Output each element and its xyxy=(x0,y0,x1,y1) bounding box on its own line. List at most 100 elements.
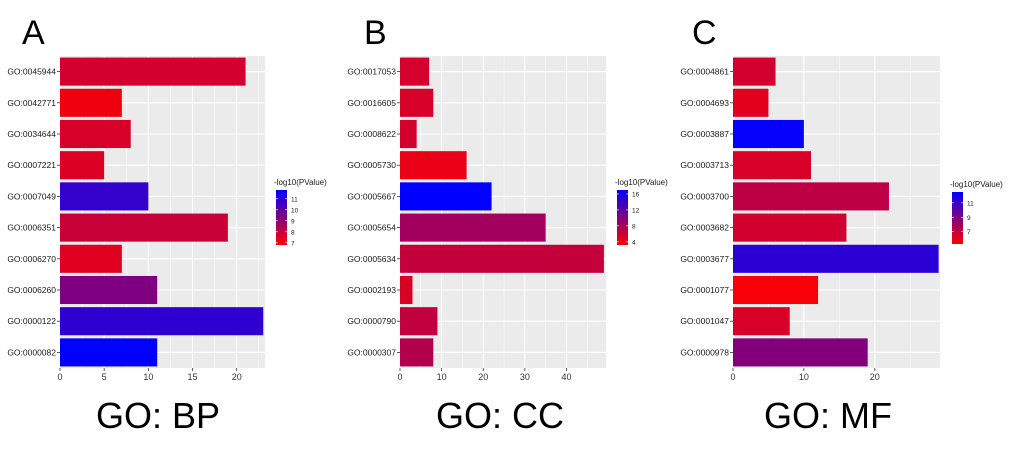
mf-legend-tick-label: 7 xyxy=(967,229,971,236)
cc-bar-go-0017053 xyxy=(400,57,430,86)
bp-bar-go-0000122 xyxy=(60,307,264,336)
bp-category-label: GO:0007221 xyxy=(7,160,56,170)
mf-x-tick-label: 0 xyxy=(730,372,735,382)
mf-category-label: GO:0003700 xyxy=(680,191,729,201)
bp-legend-title: -log10(PValue) xyxy=(274,178,327,187)
cc-x-tick-label: 40 xyxy=(561,372,571,382)
cc-category-label: GO:0008622 xyxy=(347,129,396,139)
bp-category-label: GO:0000082 xyxy=(7,347,56,357)
bp-bar-go-0034644 xyxy=(60,119,131,149)
bp-category-label: GO:0006260 xyxy=(7,285,56,295)
mf-x-tick-label: 20 xyxy=(870,372,880,382)
cc-x-tick-label: 0 xyxy=(397,372,402,382)
bp-caption: GO: BP xyxy=(96,395,220,436)
bp-category-label: GO:0045944 xyxy=(7,67,56,77)
mf-category-label: GO:0001077 xyxy=(680,285,729,295)
cc-bar-go-0005634 xyxy=(400,244,604,273)
cc-legend-tick-label: 12 xyxy=(632,207,640,214)
cc-bar-go-0016605 xyxy=(400,88,434,117)
bp-legend-colorbar xyxy=(276,190,287,245)
bp-category-label: GO:0006351 xyxy=(7,223,56,233)
mf-bar-go-0000978 xyxy=(733,338,868,367)
bp-bar-go-0006260 xyxy=(60,275,158,305)
bp-bar-go-0000082 xyxy=(60,338,158,367)
bp-category-label: GO:0000122 xyxy=(7,316,56,326)
cc-plot: GO:0017053 GO:0016605 GO:0008622 GO:0005730… xyxy=(347,56,668,382)
cc-category-label: GO:0000790 xyxy=(347,316,396,326)
mf-legend-tick-label: 9 xyxy=(967,215,971,222)
cc-x-tick-label: 10 xyxy=(437,372,447,382)
bp-bar-go-0042771 xyxy=(60,88,122,117)
panel-mf: C GO:0004861 GO:0004693 GO:0003887 GO:00037… xyxy=(680,14,1003,436)
mf-bar-go-0001077 xyxy=(733,275,819,305)
cc-legend-tick-label: 16 xyxy=(632,191,640,198)
mf-legend-title: -log10(PValue) xyxy=(950,180,1003,189)
bp-bar-go-0006351 xyxy=(60,213,228,242)
cc-bar-go-0000307 xyxy=(400,338,434,367)
bp-category-label: GO:0034644 xyxy=(7,129,56,139)
cc-x-tick-label: 20 xyxy=(478,372,488,382)
bp-plot: GO:0045944 GO:0042771 GO:0034644 GO:0007221… xyxy=(7,56,327,382)
mf-bar-go-0003700 xyxy=(733,182,889,211)
cc-bar-go-0005654 xyxy=(400,213,546,242)
mf-legend-tick-label: 11 xyxy=(967,200,974,207)
mf-category-label: GO:0001047 xyxy=(680,316,729,326)
bp-x-tick-label: 15 xyxy=(188,372,198,382)
cc-category-label: GO:0000307 xyxy=(347,347,396,357)
cc-legend-colorbar xyxy=(617,190,628,245)
mf-bar-go-0001047 xyxy=(733,307,790,336)
panel-bp: A GO:0045944 GO:0042771 GO:0034644 GO:00072… xyxy=(7,14,327,436)
bp-category-label: GO:0007049 xyxy=(7,191,56,201)
bp-category-label: GO:0042771 xyxy=(7,98,56,108)
bp-bar-go-0045944 xyxy=(60,57,246,86)
mf-caption: GO: MF xyxy=(764,395,892,436)
cc-category-label: GO:0002193 xyxy=(347,285,396,295)
cc-bar-go-0005667 xyxy=(400,182,492,211)
cc-x-tick-label: 30 xyxy=(520,372,530,382)
panel-cc: B GO:0017053 GO:0016605 GO:0008622 GO:00057… xyxy=(347,14,668,436)
cc-bar-go-0008622 xyxy=(400,119,417,149)
bp-x-tick-label: 5 xyxy=(102,372,107,382)
mf-category-label: GO:0003682 xyxy=(680,223,729,233)
cc-legend-tick-label: 4 xyxy=(632,239,636,246)
bp-bar-go-0007049 xyxy=(60,182,149,211)
cc-category-label: GO:0017053 xyxy=(347,67,396,77)
bp-bar-go-0006270 xyxy=(60,244,122,273)
cc-category-label: GO:0005634 xyxy=(347,254,396,264)
bp-category-label: GO:0006270 xyxy=(7,254,56,264)
mf-bar-go-0003677 xyxy=(733,244,939,273)
bp-x-tick-label: 10 xyxy=(143,372,153,382)
cc-bar-go-0000790 xyxy=(400,307,438,336)
mf-x-tick-label: 10 xyxy=(799,372,809,382)
bp-x-tick-label: 20 xyxy=(232,372,242,382)
bp-legend-tick-label: 11 xyxy=(291,196,298,203)
cc-bar-go-0002193 xyxy=(400,275,413,305)
cc-category-label: GO:0005654 xyxy=(347,223,396,233)
mf-bar-go-0003713 xyxy=(733,151,811,180)
cc-bar-go-0005730 xyxy=(400,151,467,180)
mf-legend-colorbar xyxy=(952,192,963,244)
bp-legend-tick-label: 7 xyxy=(291,240,295,247)
mf-bar-go-0003682 xyxy=(733,213,847,242)
cc-category-label: GO:0016605 xyxy=(347,98,396,108)
bp-legend-tick-label: 10 xyxy=(291,207,299,214)
mf-bar-go-0004693 xyxy=(733,88,769,117)
mf-bar-go-0004861 xyxy=(733,57,776,86)
cc-category-label: GO:0005730 xyxy=(347,160,396,170)
cc-legend-tick-label: 8 xyxy=(632,223,636,230)
mf-category-label: GO:0000978 xyxy=(680,347,729,357)
mf-category-label: GO:0004861 xyxy=(680,67,729,77)
panel-letter-c: C xyxy=(692,14,717,52)
mf-bar-go-0003887 xyxy=(733,119,804,149)
panel-letter-a: A xyxy=(22,14,45,52)
bp-legend-tick-label: 8 xyxy=(291,229,295,236)
panel-letter-b: B xyxy=(364,14,387,52)
mf-category-label: GO:0003677 xyxy=(680,254,729,264)
mf-category-label: GO:0003713 xyxy=(680,160,729,170)
mf-category-label: GO:0004693 xyxy=(680,98,729,108)
mf-plot: GO:0004861 GO:0004693 GO:0003887 GO:0003713… xyxy=(680,56,1003,382)
mf-category-label: GO:0003887 xyxy=(680,129,729,139)
cc-category-label: GO:0005667 xyxy=(347,191,396,201)
cc-legend-title: -log10(PValue) xyxy=(615,178,668,187)
